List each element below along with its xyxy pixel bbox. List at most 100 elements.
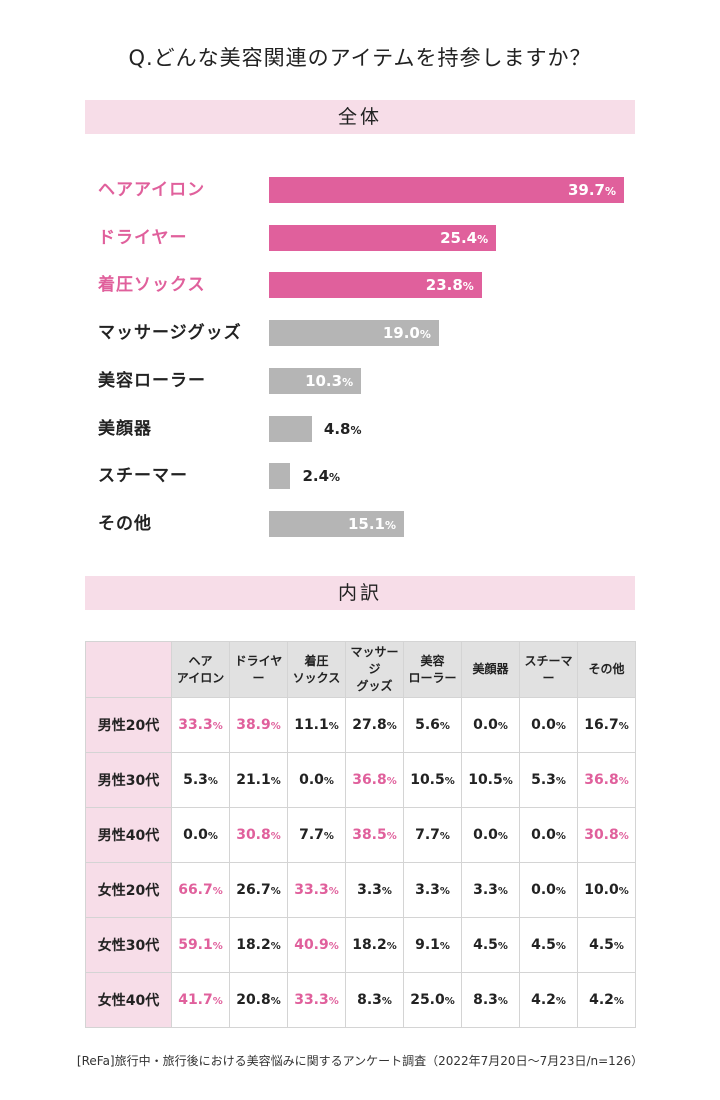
bar-row: マッサージグッズ 19.0%: [0, 318, 720, 348]
bar-category-label: 美容ローラー: [98, 370, 206, 391]
table-column-header: 着圧 ソックス: [287, 641, 346, 698]
page-title: Q.どんな美容関連のアイテムを持参しますか？: [128, 46, 592, 70]
bar: [269, 224, 497, 251]
bar-category-label: ヘアアイロン: [98, 180, 206, 200]
bar-row: ヘアアイロン 39.7%: [0, 175, 720, 205]
table-cell: 40.9%: [287, 917, 346, 973]
table-cell: 0.0%: [287, 752, 346, 808]
table-cell: 59.1%: [171, 917, 230, 973]
table-column-header: マッサージ グッズ: [345, 641, 404, 698]
bar-row: 着圧ソックス 23.8%: [0, 270, 720, 300]
table-cell: 38.5%: [345, 807, 404, 863]
table-cell: 30.8%: [577, 807, 636, 863]
bar-category-label: スチーマー: [98, 466, 188, 487]
bar-value-label: 19.0%: [382, 324, 431, 343]
table-cell: 26.7%: [229, 862, 288, 918]
table-cell: 30.8%: [229, 807, 288, 863]
table-body: 男性20代 33.3% 38.9% 11.1% 27.8% 5.6% 0.0% 0.0% 16.…: [85, 697, 636, 1028]
table-column-header: ヘア アイロン: [171, 641, 230, 698]
bar-category-label: ドライヤー: [98, 227, 188, 248]
table-cell: 4.5%: [461, 917, 520, 973]
bar-value-label: 15.1%: [347, 514, 397, 533]
table-cell: 3.3%: [345, 862, 404, 918]
section-band-breakdown: 内訳: [85, 576, 635, 610]
bar: [269, 510, 405, 537]
table-cell: 10.0%: [577, 862, 636, 918]
table-column-header: ドライヤー: [229, 641, 288, 698]
table-column-header: 美容 ローラー: [403, 641, 462, 698]
table-row: 男性40代 0.0% 30.8% 7.7% 38.5% 7.7% 0.0% 0.0% 30.8%: [85, 807, 636, 863]
bar-category-label: マッサージグッズ: [98, 323, 242, 344]
bar: [269, 463, 291, 490]
table-cell: 9.1%: [403, 917, 462, 973]
table-cell: 66.7%: [171, 862, 230, 918]
table-cell: 4.5%: [519, 917, 578, 973]
table-cell: 21.1%: [229, 752, 288, 808]
table-row-header: 男性40代: [85, 807, 172, 863]
table-cell: 33.3%: [287, 972, 346, 1028]
table-cell: 16.7%: [577, 697, 636, 753]
bar-value-label: 10.3%: [305, 371, 354, 390]
table-cell: 4.5%: [577, 917, 636, 973]
bar-row: ドライヤー 25.4%: [0, 223, 720, 253]
table-row-header: 女性20代: [85, 862, 172, 918]
table-cell: 36.8%: [577, 752, 636, 808]
table-row-header: 男性30代: [85, 752, 172, 808]
table-cell: 5.3%: [519, 752, 578, 808]
table-cell: 18.2%: [345, 917, 404, 973]
table-cell: 5.3%: [171, 752, 230, 808]
bar-category-label: 着圧ソックス: [98, 275, 206, 296]
bar-row: その他 15.1%: [0, 509, 720, 539]
table-column-header: スチーマー: [519, 641, 578, 698]
bar-category-label: その他: [98, 513, 152, 534]
table-row: 女性20代 66.7% 26.7% 33.3% 3.3% 3.3% 3.3% 0.0% 10.0…: [85, 862, 636, 918]
table-column-header: 美顔器: [461, 641, 520, 698]
table-cell: 25.0%: [403, 972, 462, 1028]
bar-row: 美容ローラー 10.3%: [0, 366, 720, 396]
table-corner-cell: [85, 641, 172, 698]
bar: [269, 272, 482, 299]
table-cell: 41.7%: [171, 972, 230, 1028]
source-footnote: [ReFa]旅行中・旅行後における美容悩みに関するアンケート調査（2022年7月…: [76, 1054, 644, 1068]
bar-row: 美顔器 4.8%: [0, 414, 720, 444]
table-cell: 10.5%: [461, 752, 520, 808]
bar-value-label: 25.4%: [440, 228, 489, 247]
table-cell: 11.1%: [287, 697, 346, 753]
table-cell: 0.0%: [519, 807, 578, 863]
bar-row: スチーマー 2.4%: [0, 461, 720, 491]
table-row: 男性20代 33.3% 38.9% 11.1% 27.8% 5.6% 0.0% 0.0% 16.…: [85, 697, 636, 753]
table-cell: 3.3%: [403, 862, 462, 918]
bar-value-label: 39.7%: [567, 181, 616, 199]
section-band-overall: 全体: [85, 100, 635, 134]
table-cell: 8.3%: [345, 972, 404, 1028]
bar: [269, 320, 439, 347]
table-cell: 0.0%: [519, 697, 578, 753]
table-cell: 0.0%: [461, 807, 520, 863]
table-column-header: その他: [577, 641, 636, 698]
table-cell: 5.6%: [403, 697, 462, 753]
bar-value-label: 4.8%: [323, 419, 362, 438]
bar: [269, 367, 362, 394]
bar: [269, 415, 312, 442]
table-cell: 0.0%: [519, 862, 578, 918]
table-cell: 10.5%: [403, 752, 462, 808]
table-row: 女性40代 41.7% 20.8% 33.3% 8.3% 25.0% 8.3% 4.2% 4.2…: [85, 972, 636, 1028]
table-cell: 3.3%: [461, 862, 520, 918]
bar: [269, 177, 624, 203]
table-cell: 33.3%: [287, 862, 346, 918]
table-cell: 7.7%: [287, 807, 346, 863]
breakdown-table-wrap: ヘア アイロン ドライヤー 着圧 ソックス マッサージ グッズ 美容 ローラー 美顔器 スチーマーそ…: [85, 641, 636, 1028]
table-cell: 27.8%: [345, 697, 404, 753]
table-cell: 18.2%: [229, 917, 288, 973]
table-cell: 38.9%: [229, 697, 288, 753]
table-cell: 4.2%: [577, 972, 636, 1028]
table-cell: 20.8%: [229, 972, 288, 1028]
bar-value-label: 23.8%: [425, 276, 474, 295]
table-cell: 0.0%: [461, 697, 520, 753]
bar-value-label: 2.4%: [302, 467, 341, 486]
table-cell: 4.2%: [519, 972, 578, 1028]
table-cell: 8.3%: [461, 972, 520, 1028]
table-row-header: 女性40代: [85, 972, 172, 1028]
table-cell: 33.3%: [171, 697, 230, 753]
table-row-header: 男性20代: [85, 697, 172, 753]
